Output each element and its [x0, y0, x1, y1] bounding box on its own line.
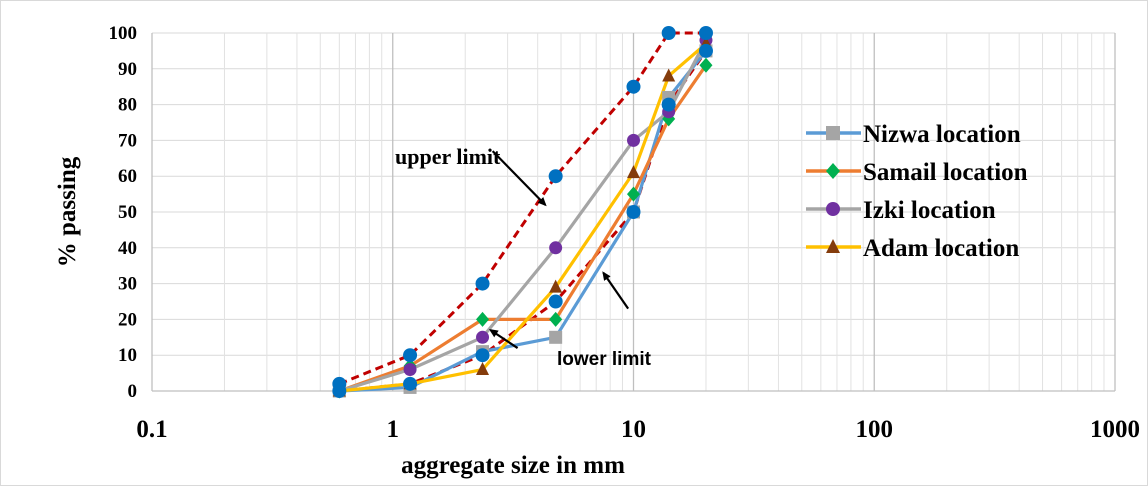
series-line	[338, 39, 708, 393]
data-point	[549, 241, 563, 255]
data-point	[549, 279, 563, 293]
lower-limit-label: lower limit	[557, 349, 652, 370]
y-tick-label: 90	[118, 59, 137, 80]
data-point	[661, 26, 676, 40]
y-tick-label: 70	[118, 130, 137, 151]
x-tick-label: 100	[856, 416, 894, 443]
data-point	[476, 330, 490, 344]
y-tick-label: 100	[109, 23, 138, 44]
legend-label: Izki location	[863, 197, 996, 224]
data-point	[332, 384, 347, 398]
limit-curve-line	[339, 50, 708, 393]
y-tick-label: 40	[118, 238, 137, 259]
upper-limit-arrow	[491, 150, 547, 207]
data-point	[627, 133, 640, 147]
data-point	[549, 311, 563, 327]
data-point	[403, 348, 418, 363]
series-line	[339, 49, 708, 393]
data-point	[626, 205, 641, 219]
y-tick-label: 10	[118, 345, 137, 366]
lower-limit-arrow-right	[602, 271, 630, 310]
upper-limit-label: upper limit	[395, 144, 501, 169]
data-point	[826, 163, 840, 179]
legend-label: Adam location	[863, 235, 1019, 262]
data-point	[662, 68, 676, 82]
x-tick-label: 10	[621, 416, 646, 443]
y-tick-label: 0	[128, 381, 138, 402]
legend: Nizwa location Samail location Izki locati…	[806, 121, 1028, 262]
legend-label: Nizwa location	[863, 121, 1021, 148]
data-point	[626, 79, 641, 94]
legend-label: Samail location	[863, 159, 1028, 186]
data-point	[403, 376, 418, 391]
y-tick-label: 30	[118, 274, 137, 295]
data-point	[549, 330, 563, 344]
data-point	[475, 348, 490, 363]
data-point	[548, 169, 563, 184]
y-tick-label: 80	[118, 95, 137, 116]
data-point	[699, 57, 713, 73]
data-point	[826, 126, 840, 140]
data-point	[661, 97, 676, 112]
data-point	[627, 186, 640, 202]
x-tick-label: 1	[387, 416, 400, 443]
data-point	[826, 202, 840, 216]
data-point	[476, 311, 490, 327]
x-axis-title: aggregate size in mm	[401, 452, 625, 479]
data-point	[698, 43, 713, 58]
data-point	[826, 239, 840, 253]
data-point	[475, 276, 490, 291]
series-line	[339, 42, 708, 393]
y-axis-title: % passing	[54, 156, 81, 267]
data-point	[403, 363, 417, 377]
lower-limit-arrow-left	[488, 329, 519, 349]
x-tick-label: 0.1	[136, 416, 167, 443]
y-tick-label: 60	[118, 166, 137, 187]
y-tick-label: 20	[118, 309, 137, 330]
marker-group	[332, 26, 713, 399]
data-point	[627, 165, 640, 179]
annotations: upper limit lower limit	[395, 144, 652, 370]
data-point	[698, 26, 713, 40]
data-point	[476, 362, 490, 376]
y-tick-label: 50	[118, 202, 137, 223]
x-tick-label: 1000	[1090, 416, 1140, 443]
data-point	[548, 294, 563, 309]
limit-curve-line	[338, 31, 706, 386]
axes: 0 10 20 30 40 50 60 70 80 90 100 0.1 1 10 100 1000	[109, 23, 1141, 443]
